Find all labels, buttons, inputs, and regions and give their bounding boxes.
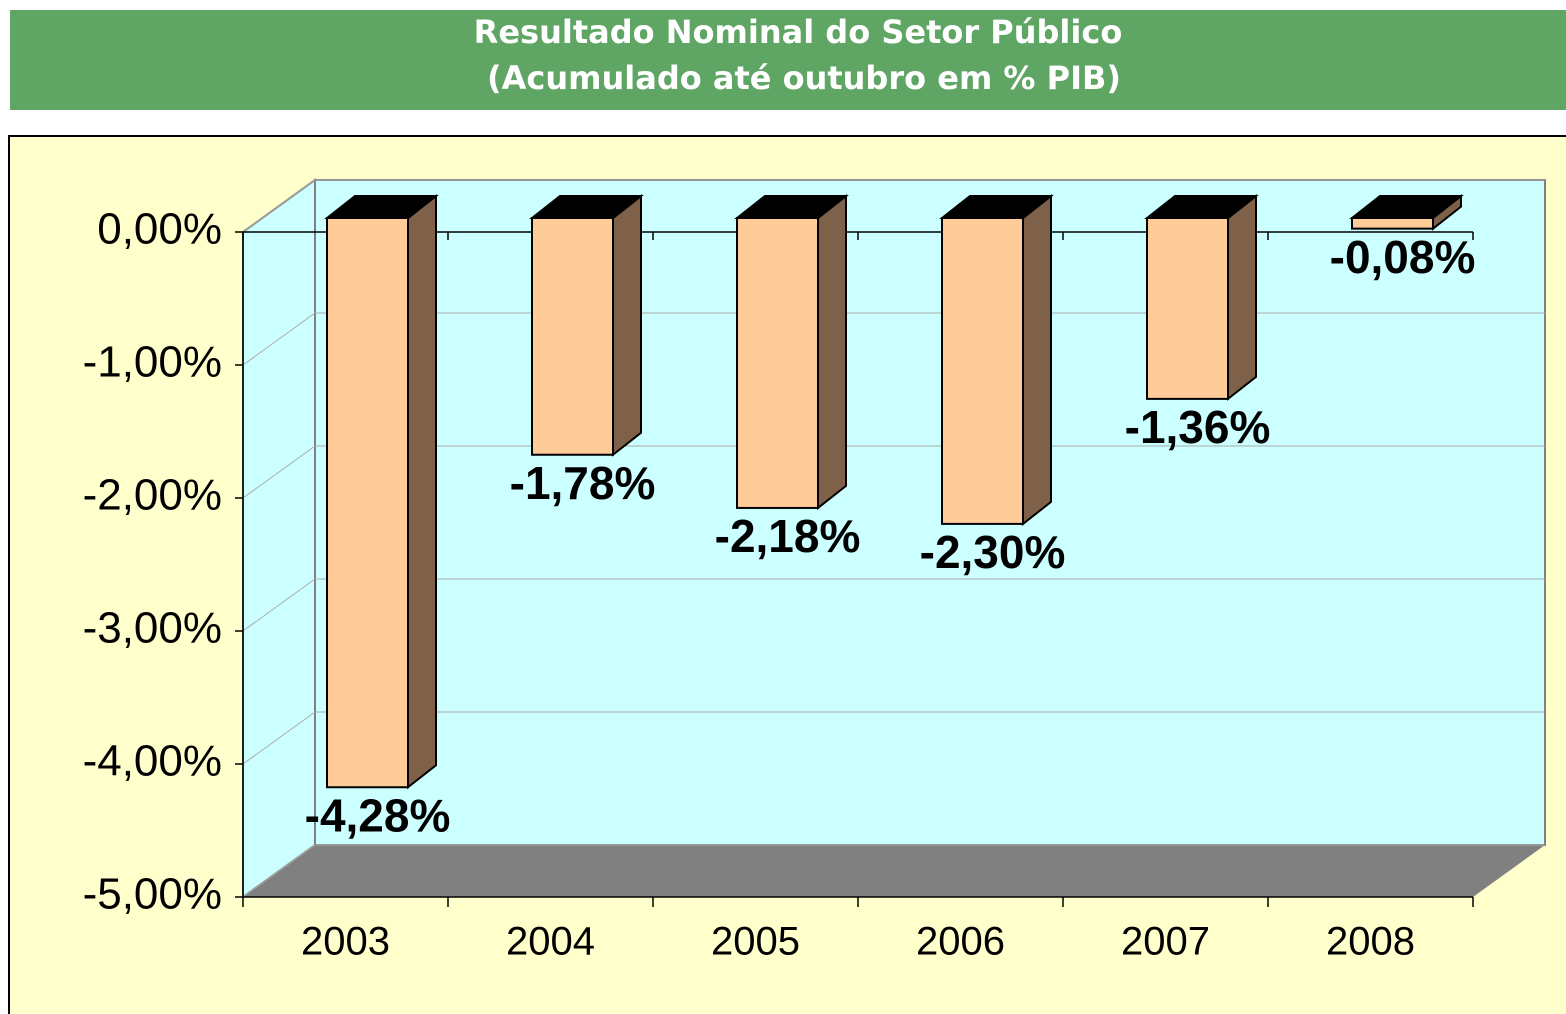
bar-side: [612, 193, 642, 457]
y-tick-label: -1,00%: [83, 338, 222, 387]
grid-line: [242, 445, 316, 499]
bars: [324, 193, 1464, 790]
x-tick-label: 2006: [916, 920, 1005, 964]
grid-line: [242, 844, 316, 898]
grid-line: [242, 179, 316, 233]
bar-side: [407, 193, 437, 790]
floor: [243, 845, 1545, 897]
x-tick-label: 2007: [1121, 920, 1210, 964]
bar-side: [1022, 193, 1052, 526]
bar: [736, 217, 819, 509]
bar: [1146, 217, 1229, 400]
value-label: -2,18%: [715, 510, 861, 562]
grid-line: [242, 578, 316, 632]
x-tick-label: 2005: [711, 920, 800, 964]
bar: [531, 217, 614, 456]
value-label: -4,28%: [305, 789, 451, 841]
grid-line: [242, 711, 316, 765]
header: [10, 10, 1566, 110]
value-label: -1,78%: [510, 457, 656, 509]
value-label: -1,36%: [1125, 401, 1271, 453]
chart-title: Resultado Nominal do Setor Público: [474, 13, 1123, 51]
y-tick-label: -5,00%: [83, 870, 222, 919]
x-tick-label: 2003: [301, 920, 390, 964]
bar: [941, 217, 1024, 525]
bar-side: [817, 193, 847, 510]
value-label: -0,08%: [1330, 231, 1476, 283]
y-tick-label: -2,00%: [83, 471, 222, 520]
x-tick-label: 2008: [1326, 920, 1415, 964]
value-label: -2,30%: [920, 526, 1066, 578]
grid-line: [242, 312, 316, 366]
bar: [326, 217, 409, 789]
x-tick-label: 2004: [506, 920, 595, 964]
bar-side: [1227, 193, 1257, 401]
y-tick-label: -4,00%: [83, 737, 222, 786]
chart-subtitle: (Acumulado até outubro em % PIB): [487, 59, 1121, 97]
bar: [1351, 217, 1434, 230]
y-tick-label: 0,00%: [97, 205, 222, 254]
y-tick-label: -3,00%: [83, 604, 222, 653]
